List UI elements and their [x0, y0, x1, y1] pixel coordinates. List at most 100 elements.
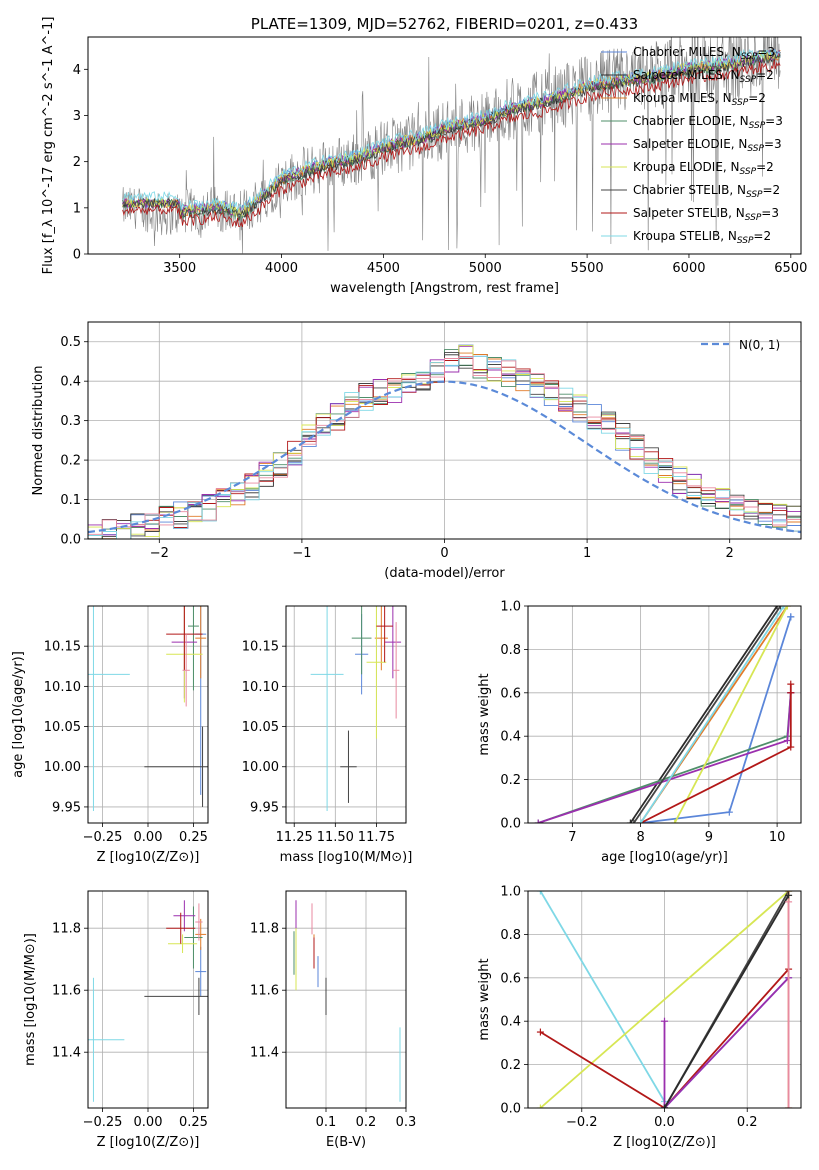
legend-value: =2	[763, 183, 781, 197]
y-tick-label: 10.15	[44, 640, 81, 655]
legend-subscript: SSP	[745, 213, 762, 223]
axes-frame	[527, 890, 802, 1109]
y-tick-label: 0.2	[500, 1058, 521, 1073]
cum_z-panel: −0.2 0.0 0.2 0.0 0.2 0.4 0.6 0.8 1.0 Z [log10(Z/Z…	[477, 885, 802, 1150]
x-tick-label: 1	[583, 546, 591, 561]
mass_vs_ebv-panel: 0.1 0.2 0.3 11.4 11.6 11.8 E(B-V)	[250, 890, 417, 1150]
legend: Chabrier MILES, NSSP=3 Salpeter MILES, NS…	[601, 45, 783, 246]
x-axis-label: age [log10(age/yr)]	[601, 850, 728, 865]
x-axis-label: Z [log10(Z/Z⊙)]	[97, 850, 200, 865]
y-tick-label: 0	[73, 248, 81, 263]
x-tick-label: 0.00	[134, 1115, 163, 1130]
legend-value: =2	[748, 91, 766, 105]
legend-subscript: SSP	[740, 167, 757, 177]
plot-area	[534, 606, 795, 823]
y-tick-label: 0.0	[500, 817, 521, 832]
x-tick-label: 11.50	[317, 830, 354, 845]
y-tick-label: 0.2	[500, 773, 521, 788]
y-tick-label: 0.5	[60, 335, 81, 350]
y-tick-label: 1	[73, 201, 81, 216]
plot-area	[88, 900, 208, 1102]
x-tick-label: 10	[769, 830, 786, 845]
y-tick-label: 0.8	[500, 928, 521, 943]
x-axis-label: mass [log10(M/M⊙)]	[280, 850, 413, 865]
x-tick-label: 0.2	[737, 1115, 758, 1130]
cum_age-panel: 7 8 9 10 0.0 0.2 0.4 0.6 0.8 1.0 age [log10(age/yr…	[477, 600, 802, 865]
plot-area	[122, 37, 781, 254]
x-tick-label: 0.00	[134, 830, 163, 845]
legend-label: Kroupa STELIB, NSSP=2	[633, 229, 771, 246]
axes-frame	[285, 890, 407, 1109]
axes-frame	[87, 890, 209, 1109]
x-tick-label: 0.1	[316, 1115, 337, 1130]
legend-subscript: SSP	[747, 144, 764, 154]
x-axis-label: wavelength [Angstrom, rest frame]	[330, 281, 559, 296]
x-tick-label: 5500	[571, 261, 604, 276]
x-tick-label: 0.3	[396, 1115, 417, 1130]
x-tick-label: 0.0	[654, 1115, 675, 1130]
y-tick-label: 11.8	[250, 922, 279, 937]
y-tick-label: 10.00	[44, 760, 81, 775]
legend: N(0, 1)	[701, 338, 780, 352]
y-tick-label: 1.0	[500, 885, 521, 900]
axes-frame	[87, 605, 209, 824]
y-axis-label: Normed distribution	[31, 366, 46, 496]
legend-value: =2	[753, 229, 771, 243]
x-tick-label: 4000	[265, 261, 298, 276]
spectrum-panel: 3500 4000 4500 5000 5500 6000 6500 0 1 2 3 4 wavelen…	[41, 15, 807, 296]
y-tick-label: 0.6	[500, 686, 521, 701]
x-tick-label: 9	[705, 830, 713, 845]
legend-value: =2	[756, 160, 774, 174]
residuals-panel: −2 −1 0 1 2 0.0 0.1 0.2 0.3 0.4 0.5 (data-model)/er…	[31, 321, 802, 581]
cumulative-line	[633, 606, 782, 823]
y-tick-label: 9.95	[250, 800, 279, 815]
y-tick-label: 11.6	[250, 984, 279, 999]
age_vs_mass-panel: 11.25 11.50 11.75 9.95 10.00 10.05 10.10 10.15 m…	[242, 605, 413, 865]
x-tick-label: 2	[726, 546, 734, 561]
y-axis-label: Flux [f_λ 10^-17 erg cm^-2 s^-1 A^-1]	[41, 17, 56, 275]
y-tick-label: 11.8	[52, 922, 81, 937]
x-tick-label: −0.25	[83, 1115, 123, 1130]
legend-label: Chabrier MILES, NSSP=3	[633, 45, 775, 62]
x-tick-label: 8	[636, 830, 644, 845]
x-tick-label: 5000	[469, 261, 502, 276]
x-tick-label: 11.25	[276, 830, 313, 845]
legend-label: Chabrier ELODIE, NSSP=3	[633, 114, 783, 131]
y-axis-label: mass [log10(M/M⊙)]	[23, 933, 38, 1066]
y-tick-label: 2	[73, 155, 81, 170]
y-tick-label: 0.6	[500, 971, 521, 986]
y-tick-label: 4	[73, 63, 81, 78]
y-tick-label: 11.6	[52, 984, 81, 999]
legend-subscript: SSP	[737, 236, 754, 246]
plot-area	[310, 606, 402, 811]
y-tick-label: 3	[73, 109, 81, 124]
x-tick-label: 0.25	[179, 1115, 208, 1130]
plot-area	[293, 900, 401, 1102]
y-tick-label: 0.0	[60, 533, 81, 548]
legend-subscript: SSP	[740, 75, 757, 85]
x-tick-label: 4500	[367, 261, 400, 276]
y-tick-label: 11.4	[52, 1046, 81, 1061]
cumulative-line	[539, 968, 790, 1108]
legend-label: Chabrier STELIB, NSSP=2	[633, 183, 780, 200]
y-tick-label: 0.4	[500, 1015, 521, 1030]
x-axis-label: Z [log10(Z/Z⊙)]	[613, 1135, 716, 1150]
y-tick-label: 9.95	[52, 800, 81, 815]
cumulative-line	[640, 684, 792, 823]
x-tick-label: 0	[440, 546, 448, 561]
cumulative-line	[539, 891, 666, 1102]
legend-label: Salpeter ELODIE, NSSP=3	[633, 137, 782, 154]
cumulative-line	[639, 606, 785, 823]
y-tick-label: 0.0	[500, 1102, 521, 1117]
legend-subscript: SSP	[749, 121, 766, 131]
y-tick-label: 11.4	[250, 1046, 279, 1061]
legend-label: Kroupa ELODIE, NSSP=2	[633, 160, 774, 177]
cumulative-line	[673, 606, 789, 823]
model-stelib-kroupa	[122, 48, 781, 214]
legend-value: =3	[757, 45, 775, 59]
x-tick-label: −1	[292, 546, 311, 561]
legend-value: =3	[761, 206, 779, 220]
x-axis-label: E(B-V)	[326, 1135, 366, 1150]
x-tick-label: 7	[568, 830, 576, 845]
